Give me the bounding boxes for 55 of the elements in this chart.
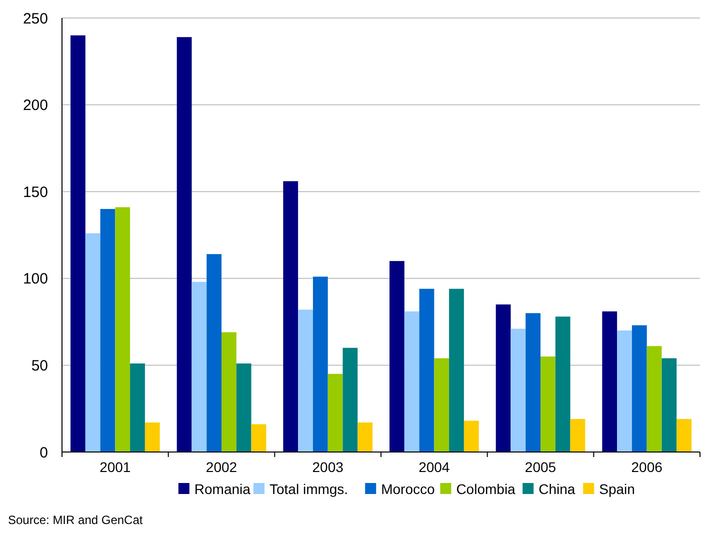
- y-tick-label: 0: [40, 444, 48, 462]
- bar: [115, 207, 130, 452]
- bar: [419, 288, 434, 452]
- x-tick-label: 2001: [100, 459, 131, 475]
- bar: [676, 419, 692, 452]
- bar: [206, 254, 222, 452]
- x-tick-label: 2006: [631, 459, 663, 475]
- bar: [526, 313, 540, 452]
- bar: [328, 374, 343, 452]
- y-tick-label: 100: [22, 270, 48, 288]
- x-tick-label: 2002: [206, 459, 238, 475]
- bar: [130, 363, 145, 452]
- y-tick-label: 250: [22, 10, 48, 28]
- bar: [70, 35, 86, 452]
- bar: [251, 424, 266, 452]
- legend-label: Spain: [599, 481, 635, 497]
- y-tick-label: 150: [22, 184, 48, 201]
- x-tick-label: 2005: [524, 459, 556, 475]
- legend-label: China: [538, 481, 576, 497]
- legend-label: Romania: [194, 481, 251, 497]
- bar: [312, 276, 328, 452]
- bar: [510, 328, 526, 452]
- bar: [222, 332, 236, 452]
- bar: [404, 311, 420, 452]
- bar: [602, 311, 618, 452]
- y-tick-label: 200: [22, 97, 48, 114]
- legend-label: Morocco: [381, 481, 435, 497]
- bar: [570, 419, 586, 452]
- bar: [496, 304, 511, 452]
- legend-label: Total immgs.: [270, 481, 348, 497]
- bar: [646, 346, 662, 452]
- x-tick-label: 2004: [418, 459, 450, 475]
- bar: [434, 358, 450, 452]
- bar: [298, 310, 313, 452]
- y-tick-label: 50: [31, 357, 48, 374]
- bar: [85, 233, 100, 452]
- bar: [632, 325, 647, 452]
- bar: [449, 288, 464, 452]
- bar: [358, 422, 372, 452]
- bar: [540, 356, 556, 452]
- bar: [192, 282, 207, 452]
- bar: [555, 316, 570, 452]
- bar: [236, 363, 252, 452]
- bar: [390, 261, 404, 452]
- source-note: Source: MIR and GenCat: [8, 513, 144, 527]
- bar: [283, 181, 298, 452]
- bar: [144, 422, 160, 452]
- legend-label: Colombia: [456, 481, 516, 497]
- bar: [100, 208, 116, 452]
- bar: [662, 358, 677, 452]
- x-tick-label: 2003: [312, 459, 344, 475]
- bar: [617, 330, 632, 452]
- bar: [342, 348, 358, 452]
- bar: [176, 37, 192, 452]
- bar: [464, 420, 479, 452]
